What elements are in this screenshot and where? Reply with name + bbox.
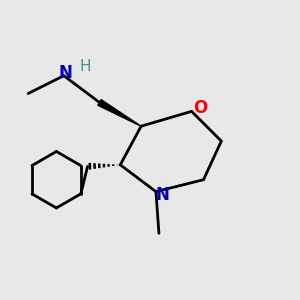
Text: O: O [194,99,208,117]
Text: N: N [58,64,72,82]
Text: H: H [80,59,91,74]
Polygon shape [98,100,141,126]
Text: N: N [155,186,170,204]
